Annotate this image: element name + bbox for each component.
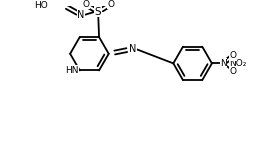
Text: S: S — [95, 7, 101, 17]
Text: NO₂: NO₂ — [229, 59, 247, 68]
Text: N: N — [220, 59, 227, 68]
Text: N: N — [77, 10, 84, 20]
Text: O: O — [107, 0, 114, 9]
Text: HN: HN — [65, 66, 79, 75]
Text: HO: HO — [34, 1, 48, 10]
Text: O: O — [230, 67, 237, 76]
Text: N: N — [129, 44, 136, 54]
Text: O: O — [230, 51, 237, 60]
Text: O: O — [82, 0, 89, 9]
